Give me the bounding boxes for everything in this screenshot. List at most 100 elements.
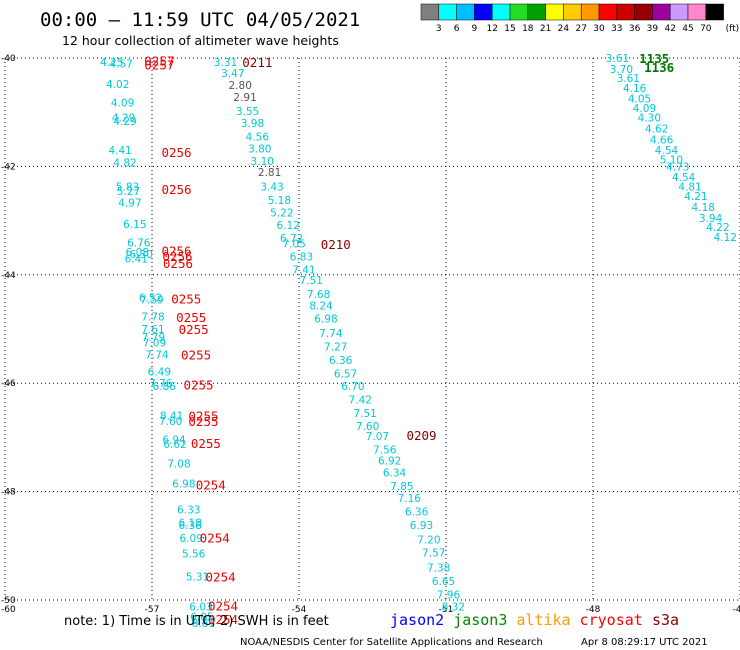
- wave-height-label: 7.08: [167, 458, 190, 470]
- track-3: 3.613.703.614.164.054.094.304.624.664.54…: [606, 51, 737, 244]
- wave-height-label: 2.81: [258, 167, 281, 179]
- colorbar-legend: 3 6 9 12 15 18 21 24 27 30 33 36 39 42 45 70 (ft): [420, 3, 739, 34]
- colorbar-swatch: [545, 3, 564, 21]
- wave-height-label: 6.33: [177, 504, 200, 516]
- wave-height-label: 7.76: [149, 378, 173, 390]
- wave-height-label: 4.41: [108, 145, 131, 157]
- wave-height-label: 6.49: [148, 366, 171, 378]
- wave-height-label: 4.16: [623, 83, 647, 95]
- colorbar-swatch: [652, 3, 671, 21]
- x-tick-label: -45: [733, 605, 740, 615]
- wave-height-label: 6.03: [189, 602, 212, 614]
- wave-height-label: 6.98: [172, 478, 195, 490]
- wave-height-label: 6.36: [405, 507, 429, 519]
- colorbar-threshold-label: 42: [664, 24, 675, 34]
- wave-height-label: 3.70: [610, 64, 633, 76]
- colorbar-threshold-label: 9: [472, 24, 478, 34]
- chart-title: 00:00 – 11:59 UTC 04/05/2021: [40, 9, 360, 31]
- wave-height-label: 6.34: [383, 468, 407, 480]
- wave-height-label: 7.85: [390, 481, 413, 493]
- y-tick-label: -44: [1, 271, 16, 281]
- wave-height-label: 5.27: [117, 186, 140, 198]
- wave-height-label: 3.31: [214, 57, 237, 69]
- wave-height-label: 4.73: [666, 161, 689, 173]
- wave-height-label: 7.51: [300, 275, 323, 287]
- colorbar-threshold-label: 15: [504, 24, 515, 34]
- colorbar-swatch: [669, 3, 689, 21]
- axis-tick-labels: -40 -42 -44 -46 -48 -50 -57 -54 -51 -48 -45 -60: [1, 54, 740, 615]
- wave-height-label: 3.98: [241, 118, 264, 130]
- wave-height-label: 6.93: [410, 520, 433, 532]
- chart-subtitle: 12 hour collection of altimeter wave hei…: [62, 33, 339, 48]
- wave-height-label: 5.83: [116, 181, 139, 193]
- wave-height-label: 7.61: [141, 324, 164, 336]
- wave-height-label: 7.16: [398, 493, 422, 505]
- wave-height-label: 6.05: [190, 611, 213, 623]
- colorbar-threshold-label: 24: [558, 24, 570, 34]
- wave-height-label: 6.86: [153, 381, 177, 393]
- wave-height-label: 4.12: [714, 232, 737, 244]
- footer-credit: NOAA/NESDIS Center for Satellite Applica…: [240, 637, 543, 648]
- wave-height-label: 6.70: [341, 381, 364, 393]
- wave-height-label: 6.76: [127, 237, 151, 249]
- time-label: 0256: [161, 182, 191, 197]
- time-label: 1136: [644, 60, 674, 75]
- colorbar-threshold-label: 70: [700, 24, 712, 34]
- time-label: 0255: [188, 414, 218, 429]
- colorbar-swatch: [616, 3, 635, 21]
- wave-height-label: 3.47: [221, 68, 244, 80]
- wave-height-label: 8.41: [160, 411, 183, 423]
- wave-height-label: 6.36: [329, 355, 353, 367]
- colorbar-threshold-label: 45: [682, 24, 693, 34]
- time-label: 0254: [200, 531, 230, 546]
- satellite-legend-jason3: jason3: [453, 611, 507, 629]
- wave-height-label: 5.56: [182, 548, 206, 560]
- x-tick-label: -51: [439, 605, 454, 615]
- wave-height-label: 4.62: [645, 123, 668, 135]
- wave-height-label: 7.78: [141, 312, 164, 324]
- wave-height-label: 4.21: [684, 191, 707, 203]
- wave-height-label: 6.83: [290, 251, 313, 263]
- wave-height-label: 4.29: [113, 116, 136, 128]
- time-label: 0254: [208, 612, 238, 627]
- colorbar-swatch: [563, 3, 582, 21]
- wave-height-label: 5.10: [660, 154, 683, 166]
- time-label: 0211: [242, 55, 272, 70]
- wave-height-label: 2.80: [229, 80, 252, 92]
- wave-height-label: 4.05: [628, 94, 651, 106]
- wave-height-label: 6.38: [179, 520, 202, 532]
- wave-height-label: 4.09: [633, 103, 656, 115]
- wave-height-label: 4.18: [692, 202, 715, 214]
- wave-height-label: 7.79: [142, 332, 165, 344]
- wave-height-label: 4.25: [100, 57, 123, 69]
- wave-height-label: 7.05: [282, 238, 305, 250]
- time-label: 0255: [179, 322, 209, 337]
- wave-height-label: 7.20: [417, 534, 440, 546]
- colorbar-threshold-label: 21: [540, 24, 551, 34]
- footer-note: note: 1) Time is in UTC; 2) SWH is in fe…: [64, 614, 329, 629]
- colorbar-swatch: [491, 3, 511, 21]
- wave-height-label: 4.54: [655, 145, 679, 157]
- wave-height-label: 6.41: [125, 254, 148, 266]
- wave-height-label: 6.09: [180, 533, 203, 545]
- colorbar-swatch: [687, 3, 707, 21]
- y-tick-label: -42: [1, 162, 16, 172]
- time-label: 0255: [188, 409, 218, 424]
- wave-height-label: 6.12: [277, 220, 300, 232]
- y-tick-label: -50: [1, 596, 16, 606]
- wave-height-label: 7.74: [319, 328, 343, 340]
- colorbar-swatch: [474, 3, 493, 21]
- wave-height-label: 7.07: [366, 431, 389, 443]
- wave-height-label: 6.26: [191, 615, 215, 627]
- x-tick-label: -60: [1, 605, 16, 615]
- x-tick-label: -54: [292, 605, 307, 615]
- time-label: 0256: [163, 256, 193, 271]
- wave-height-label: 6.08: [126, 247, 149, 259]
- time-label: 0209: [406, 428, 436, 443]
- satellite-legend: jason2 jason3 altika cryosat s3a: [390, 611, 679, 629]
- time-label: 0255: [183, 377, 213, 392]
- time-label: 0257: [144, 54, 174, 69]
- wave-height-label: 4.54: [672, 172, 696, 184]
- colorbar-threshold-label: 3: [436, 24, 442, 34]
